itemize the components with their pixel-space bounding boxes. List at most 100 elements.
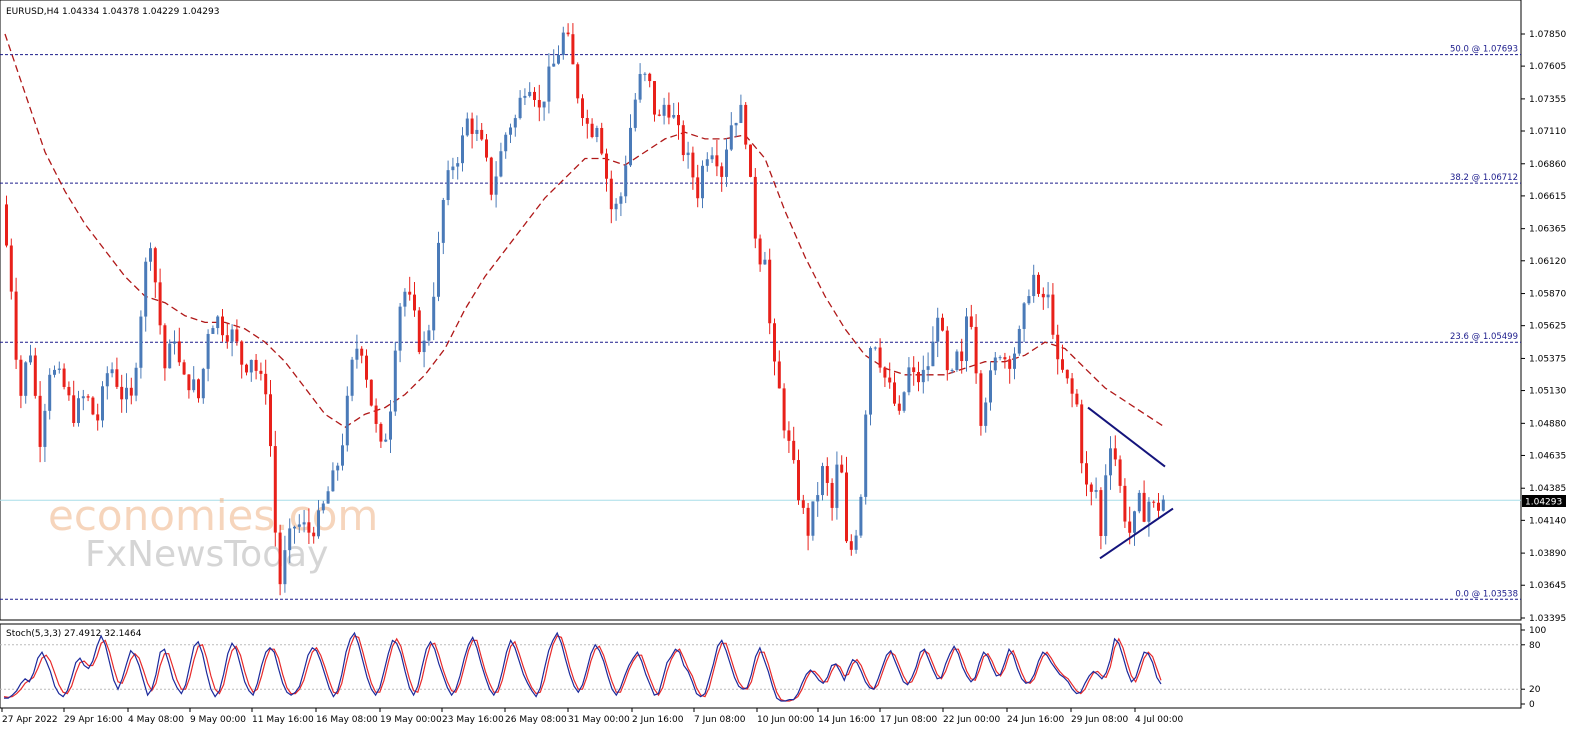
candle-body: [974, 326, 978, 374]
candle-body: [955, 351, 959, 370]
candle-body: [576, 64, 580, 99]
candle-body: [451, 166, 455, 171]
candle-body: [1046, 294, 1050, 298]
candle-body: [638, 74, 642, 100]
time-tick-label: 29 Jun 08:00: [1071, 715, 1128, 725]
candle-body: [1065, 369, 1069, 379]
candle-body: [312, 532, 316, 537]
candle-body: [566, 32, 570, 35]
candle-body: [369, 379, 373, 406]
candle-body: [984, 402, 988, 426]
candle-body: [283, 550, 287, 585]
candle-body: [53, 369, 56, 375]
price-tick-label: 1.03890: [1529, 549, 1566, 559]
candle-body: [5, 204, 8, 246]
candle-body: [336, 465, 340, 471]
price-panel: [0, 0, 1522, 621]
price-tick-label: 1.04140: [1529, 516, 1566, 526]
candle-body: [768, 259, 772, 324]
candle-body: [1157, 502, 1160, 511]
candle-body: [24, 362, 28, 396]
candle-body: [883, 367, 887, 378]
symbol-info: EURUSD,H4 1.04334 1.04378 1.04229 1.0429…: [6, 7, 219, 17]
candle-body: [485, 139, 488, 158]
time-tick-label: 24 Jun 16:00: [1007, 715, 1064, 725]
candle-body: [1109, 448, 1112, 476]
candle-body: [437, 242, 440, 297]
price-tick-label: 1.07110: [1529, 127, 1566, 137]
candle-body: [379, 423, 383, 442]
osc-tick-label: 80: [1529, 641, 1541, 651]
candle-body: [1075, 393, 1079, 405]
candle-body: [667, 104, 671, 118]
watermark-brand: economies.com: [48, 491, 378, 540]
candle-body: [888, 377, 892, 383]
price-tick-label: 1.06860: [1529, 160, 1566, 170]
oscillator-info: Stoch(5,3,3) 27.4912 32.1464: [6, 629, 142, 639]
candle-body: [701, 165, 704, 199]
candle-body: [600, 127, 604, 154]
candle-body: [696, 177, 700, 199]
candle-body: [192, 379, 196, 391]
candle-body: [513, 118, 517, 128]
candle-body: [811, 501, 815, 536]
candle-body: [1161, 499, 1165, 511]
candle-body: [902, 392, 906, 411]
candle-body: [245, 364, 248, 373]
candle-body: [792, 440, 796, 461]
candle-body: [720, 166, 724, 177]
candle-body: [494, 176, 498, 195]
candle-body: [1142, 492, 1146, 522]
candle-body: [72, 395, 76, 423]
candle-body: [749, 144, 752, 177]
candle-body: [125, 387, 128, 400]
candle-body: [542, 101, 546, 108]
candle-body: [360, 348, 364, 356]
price-tick-label: 1.07850: [1529, 30, 1566, 40]
oscillator-axis: 100 80 20 0: [1521, 626, 1546, 710]
candle-body: [585, 118, 589, 124]
candle-body: [461, 135, 464, 164]
last-price-tag: [1522, 495, 1566, 507]
candle-body: [81, 396, 85, 399]
candle-body: [797, 460, 800, 501]
price-tick-label: 1.05130: [1529, 387, 1566, 397]
candle-body: [465, 118, 469, 136]
time-tick-label: 14 Jun 16:00: [818, 715, 875, 725]
candle-body: [417, 310, 421, 353]
candle-body: [629, 127, 632, 166]
candle-body: [240, 341, 244, 365]
time-tick-label: 9 May 00:00: [190, 715, 246, 725]
fib-level-label: 0.0 @ 1.03538: [1455, 589, 1518, 599]
candle-body: [278, 532, 282, 585]
candle-body: [1118, 459, 1122, 486]
candle-body: [936, 317, 940, 342]
candle-body: [845, 472, 848, 542]
candle-body: [1104, 475, 1108, 536]
price-tick-label: 1.04880: [1529, 419, 1566, 429]
candle-body: [1094, 490, 1098, 492]
candle-body: [849, 541, 853, 550]
candle-body: [489, 157, 493, 195]
candle-body: [537, 99, 541, 108]
candle-body: [581, 98, 584, 119]
candle-body: [1123, 485, 1127, 522]
candle-body: [57, 368, 61, 370]
candle-body: [643, 73, 647, 75]
candle-body: [101, 386, 104, 421]
time-tick-label: 19 May 00:00: [380, 715, 442, 725]
candle-body: [139, 316, 143, 368]
candle-body: [657, 114, 661, 116]
candle-body: [1080, 404, 1084, 464]
price-axis: 1.07850 1.07605 1.07355 1.07110 1.06860 1.066…: [1521, 30, 1566, 624]
candle-body: [96, 414, 100, 421]
candle-body: [273, 446, 277, 533]
fib-level-label: 38.2 @ 1.06712: [1450, 173, 1518, 183]
time-tick-label: 22 Jun 00:00: [943, 715, 1000, 725]
candle-body: [523, 95, 527, 98]
candle-body: [921, 369, 925, 383]
candle-body: [326, 491, 330, 504]
candle-body: [509, 127, 512, 135]
candle-body: [691, 152, 695, 178]
